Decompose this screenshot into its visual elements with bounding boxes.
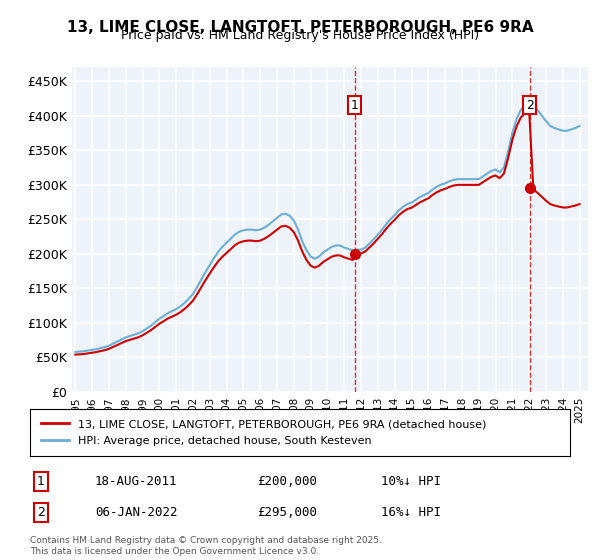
Text: 2: 2 [526, 99, 533, 111]
Text: £295,000: £295,000 [257, 506, 317, 519]
Text: 1: 1 [351, 99, 359, 111]
Text: 16%↓ HPI: 16%↓ HPI [381, 506, 441, 519]
Legend: 13, LIME CLOSE, LANGTOFT, PETERBOROUGH, PE6 9RA (detached house), HPI: Average p: 13, LIME CLOSE, LANGTOFT, PETERBOROUGH, … [35, 414, 492, 451]
Text: 13, LIME CLOSE, LANGTOFT, PETERBOROUGH, PE6 9RA: 13, LIME CLOSE, LANGTOFT, PETERBOROUGH, … [67, 20, 533, 35]
Text: Price paid vs. HM Land Registry's House Price Index (HPI): Price paid vs. HM Land Registry's House … [121, 29, 479, 42]
Text: 10%↓ HPI: 10%↓ HPI [381, 475, 441, 488]
Text: 18-AUG-2011: 18-AUG-2011 [95, 475, 178, 488]
Text: Contains HM Land Registry data © Crown copyright and database right 2025.
This d: Contains HM Land Registry data © Crown c… [30, 536, 382, 556]
Text: 1: 1 [37, 475, 45, 488]
Text: 2: 2 [37, 506, 45, 519]
Text: 06-JAN-2022: 06-JAN-2022 [95, 506, 178, 519]
Text: £200,000: £200,000 [257, 475, 317, 488]
